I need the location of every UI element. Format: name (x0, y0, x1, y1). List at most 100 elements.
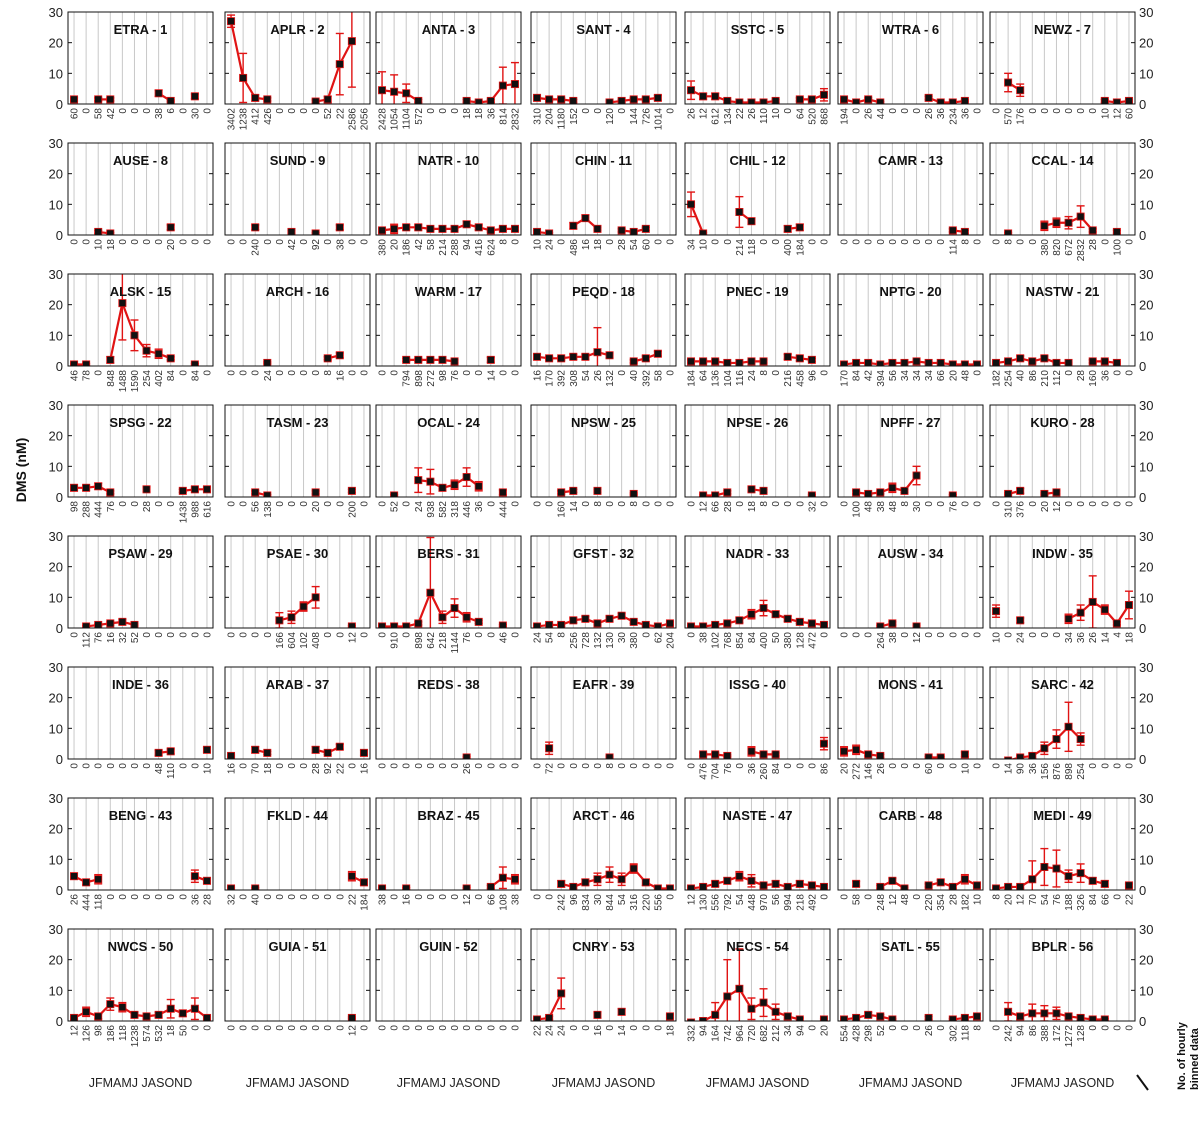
data-point (1040, 744, 1049, 753)
count-label: 26 (924, 1025, 935, 1037)
data-series (1004, 72, 1133, 104)
panel-title: OCAL - 24 (417, 415, 480, 430)
month-axis-label: JFMAMJ JASOND (859, 1076, 962, 1090)
count-label: 38 (154, 108, 165, 120)
count-label: 0 (653, 501, 664, 507)
count-label: 26 (747, 108, 758, 120)
panel-title: FKLD - 44 (267, 808, 328, 823)
data-point (1016, 354, 1025, 363)
data-point (1124, 96, 1133, 104)
count-label: 8 (759, 370, 770, 376)
count-label: 0 (299, 370, 310, 376)
count-label: 42 (864, 370, 875, 382)
data-series (533, 977, 674, 1021)
data-point (735, 207, 744, 216)
count-label: 520 (807, 108, 818, 125)
data-point (390, 87, 399, 96)
count-label: 70 (1028, 894, 1039, 906)
count-label: 0 (864, 894, 875, 900)
count-label: 0 (414, 763, 425, 769)
count-label: 0 (840, 501, 851, 507)
data-series (876, 619, 921, 628)
count-label: 0 (1112, 894, 1123, 900)
count-label: 0 (130, 239, 141, 245)
count-label: 24 (747, 370, 758, 382)
count-label: 46 (70, 370, 81, 382)
y-tick-label-right: 30 (1139, 267, 1153, 282)
count-label: 0 (1028, 239, 1039, 245)
panel-frame (989, 928, 1136, 1022)
data-point (665, 884, 674, 890)
count-label: 0 (378, 763, 389, 769)
data-series (70, 274, 199, 366)
data-point (545, 229, 554, 235)
count-label: 0 (510, 370, 521, 376)
data-point (557, 620, 566, 628)
count-label: 64 (699, 370, 710, 382)
series-line (315, 40, 353, 103)
count-label: 0 (275, 501, 286, 507)
count-label: 0 (450, 894, 461, 900)
count-label: 308 (569, 370, 580, 387)
count-label: 218 (438, 632, 449, 649)
count-label: 184 (687, 370, 698, 387)
count-label: 0 (311, 1025, 322, 1031)
count-label: 118 (118, 1025, 129, 1041)
count-label: 34 (912, 370, 923, 382)
count-label: 0 (142, 763, 153, 769)
data-point (402, 884, 411, 890)
data-point (426, 588, 435, 597)
panel-title: TASM - 23 (267, 415, 329, 430)
count-label: 0 (912, 239, 923, 245)
y-tick-label-right: 20 (1139, 691, 1153, 706)
count-label: 36 (190, 894, 201, 906)
count-label: 26 (924, 108, 935, 120)
count-label: 0 (190, 239, 201, 245)
panel-frame (989, 11, 1136, 105)
count-label: 20 (1004, 894, 1015, 906)
count-label: 210 (1040, 370, 1051, 387)
count-label: 100 (852, 501, 863, 518)
count-label: 76 (948, 501, 959, 513)
count-label: 0 (864, 632, 875, 638)
count-label: 102 (299, 632, 310, 649)
count-label: 36 (1100, 370, 1111, 382)
count-label: 0 (390, 1025, 401, 1031)
count-label: 218 (795, 894, 806, 911)
count-label: 0 (227, 632, 238, 638)
panel-frame (375, 11, 522, 105)
count-label: 128 (795, 632, 806, 649)
data-point (936, 753, 945, 759)
data-point (474, 482, 483, 491)
data-point (819, 1015, 828, 1021)
data-point (1064, 1012, 1073, 1021)
count-label: 0 (275, 1025, 286, 1031)
count-label: 84 (852, 370, 863, 382)
panel-frame (224, 142, 371, 236)
data-point (876, 622, 885, 628)
panel-title: CARB - 48 (879, 808, 943, 823)
data-point (735, 358, 744, 366)
count-label: 582 (438, 501, 449, 518)
series-line (279, 596, 317, 622)
count-label: 54 (735, 894, 746, 906)
count-label: 76 (106, 501, 117, 513)
count-label: 0 (402, 632, 413, 638)
data-point (699, 622, 708, 628)
data-series (545, 741, 614, 759)
data-point (783, 614, 792, 623)
series-line (536, 96, 574, 103)
count-label: 8 (900, 501, 911, 507)
panel-title: NEWZ - 7 (1034, 22, 1091, 37)
month-axis-label: JFMAMJ JASOND (246, 1076, 349, 1090)
series-line (928, 96, 966, 104)
count-label: 408 (311, 632, 322, 649)
data-point (629, 227, 638, 235)
panel-title: INDE - 36 (112, 677, 169, 692)
count-label: 96 (569, 894, 580, 906)
count-label: 444 (498, 501, 509, 518)
